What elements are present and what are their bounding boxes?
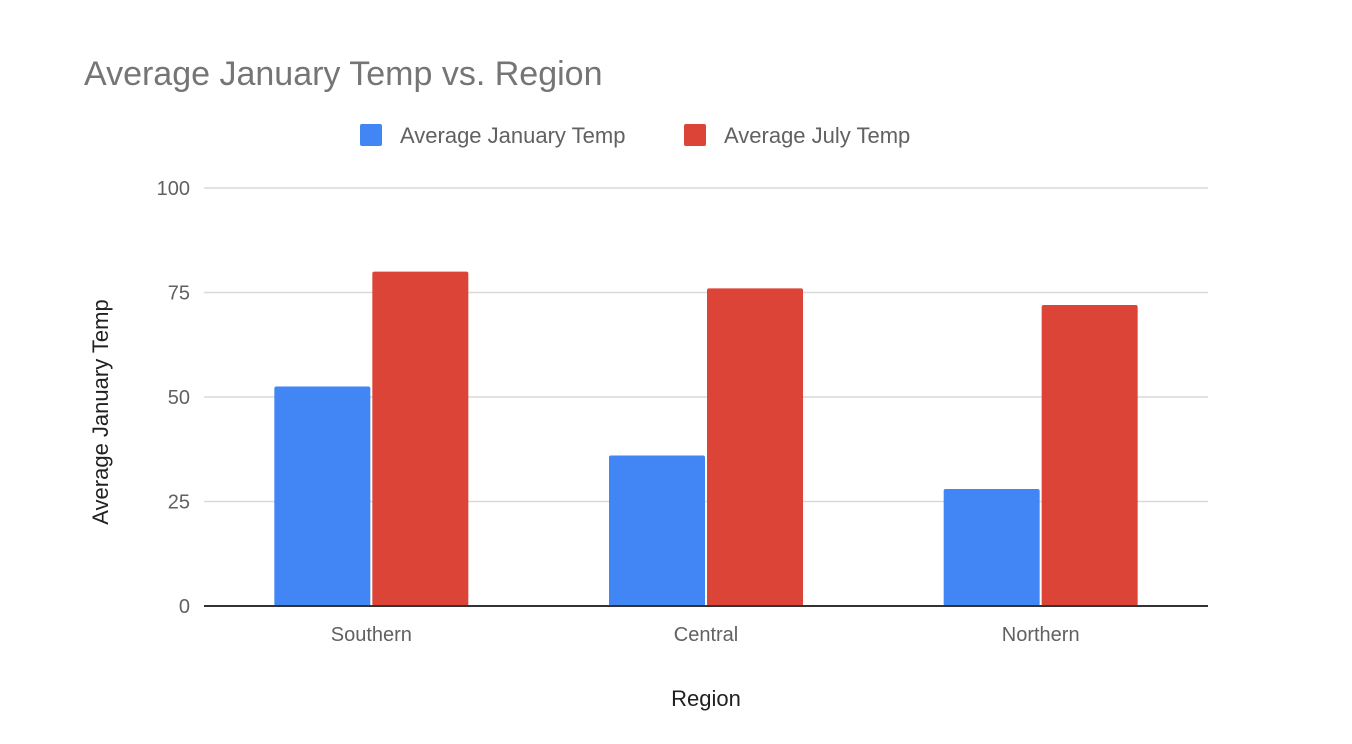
x-axis-ticks: Southern Central Northern <box>331 624 1080 646</box>
bars <box>204 271 1208 607</box>
legend-label-january: Average January Temp <box>400 123 625 148</box>
bar-central-january <box>609 455 705 606</box>
legend-label-july: Average July Temp <box>724 123 910 148</box>
chart-title: Average January Temp vs. Region <box>84 55 602 93</box>
y-tick-label: 25 <box>168 492 190 514</box>
bar-central-july <box>707 288 803 606</box>
y-axis-ticks: 0 25 50 75 100 <box>157 178 190 618</box>
y-axis-label: Average January Temp <box>88 299 113 524</box>
x-tick-label: Northern <box>1002 624 1080 646</box>
gridlines <box>204 187 1208 503</box>
x-tick-label: Southern <box>331 624 412 646</box>
x-tick-label: Central <box>674 624 738 646</box>
x-axis-label: Region <box>671 686 741 711</box>
bar-southern-july <box>372 271 469 606</box>
bar-northern-january <box>943 488 1040 606</box>
y-tick-label: 100 <box>157 178 190 200</box>
bar-southern-january <box>274 386 371 606</box>
legend: Average January Temp Average July Temp <box>360 123 910 148</box>
bar-northern-july <box>1041 305 1138 606</box>
legend-swatch-july <box>684 124 706 146</box>
y-tick-label: 75 <box>168 283 190 305</box>
legend-swatch-january <box>360 124 382 146</box>
y-tick-label: 50 <box>168 387 190 409</box>
y-tick-label: 0 <box>179 596 190 618</box>
